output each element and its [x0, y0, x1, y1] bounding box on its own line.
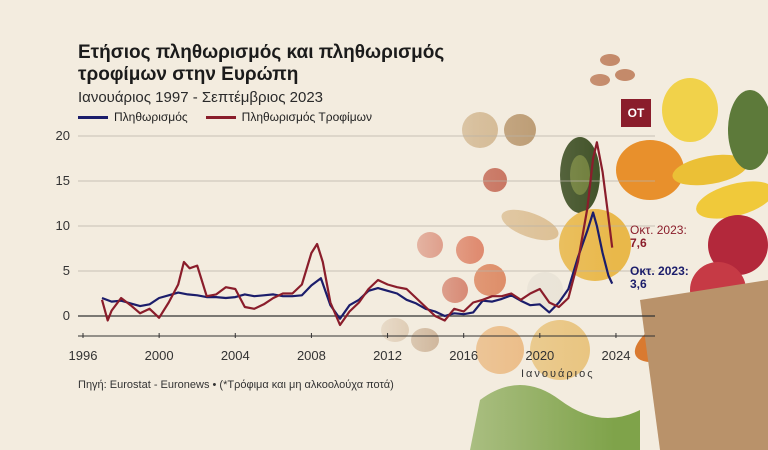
x-tick-label-2024: 2024	[602, 348, 631, 363]
cpi-latest-annotation: Οκτ. 2023: 3,6	[630, 265, 689, 291]
y-tick-label-20: 20	[56, 128, 70, 143]
food-latest-date: Οκτ. 2023:	[630, 223, 687, 237]
y-tick-label-5: 5	[63, 263, 70, 278]
legend-swatch-food	[205, 115, 236, 119]
x-tick-label-2000: 2000	[145, 348, 174, 363]
x-tick-label-2020: 2020	[525, 348, 554, 363]
food-latest-value: 7,6	[630, 236, 647, 250]
legend-label-food: Πληθωρισμός Τροφίμων	[241, 110, 372, 124]
source-note: Πηγή: Eurostat - Euronews • (*Τρόφιμα κα…	[78, 379, 394, 391]
chart-title: Ετήσιος πληθωρισμός και πληθωρισμός τροφ…	[78, 42, 445, 85]
series-line-inflation	[101, 211, 614, 320]
x-tick-label-1996: 1996	[69, 348, 98, 363]
x-axis-month-label: Ιανουάριος	[521, 368, 595, 380]
y-tick-label-15: 15	[56, 173, 70, 188]
food-latest-annotation: Οκτ. 2023: 7,6	[630, 224, 687, 250]
chart-legend: Πληθωρισμός Πληθωρισμός Τροφίμων	[78, 110, 384, 124]
publisher-badge: OT	[621, 99, 651, 127]
x-tick-label-2012: 2012	[373, 348, 402, 363]
y-tick-label-10: 10	[56, 218, 70, 233]
series-line-food	[100, 141, 614, 327]
x-tick-label-2016: 2016	[449, 348, 478, 363]
cpi-latest-value: 3,6	[630, 277, 647, 291]
x-tick-label-2008: 2008	[297, 348, 326, 363]
x-tick-label-2004: 2004	[221, 348, 250, 363]
legend-item-food: Πληθωρισμός Τροφίμων	[205, 110, 372, 124]
chart-subtitle: Ιανουάριος 1997 - Σεπτέμβριος 2023	[78, 89, 324, 106]
legend-swatch-inflation	[78, 115, 108, 119]
legend-label-inflation: Πληθωρισμός	[114, 110, 188, 124]
y-tick-label-0: 0	[63, 308, 70, 323]
cpi-latest-date: Οκτ. 2023:	[630, 264, 689, 278]
legend-item-inflation: Πληθωρισμός	[78, 110, 188, 124]
